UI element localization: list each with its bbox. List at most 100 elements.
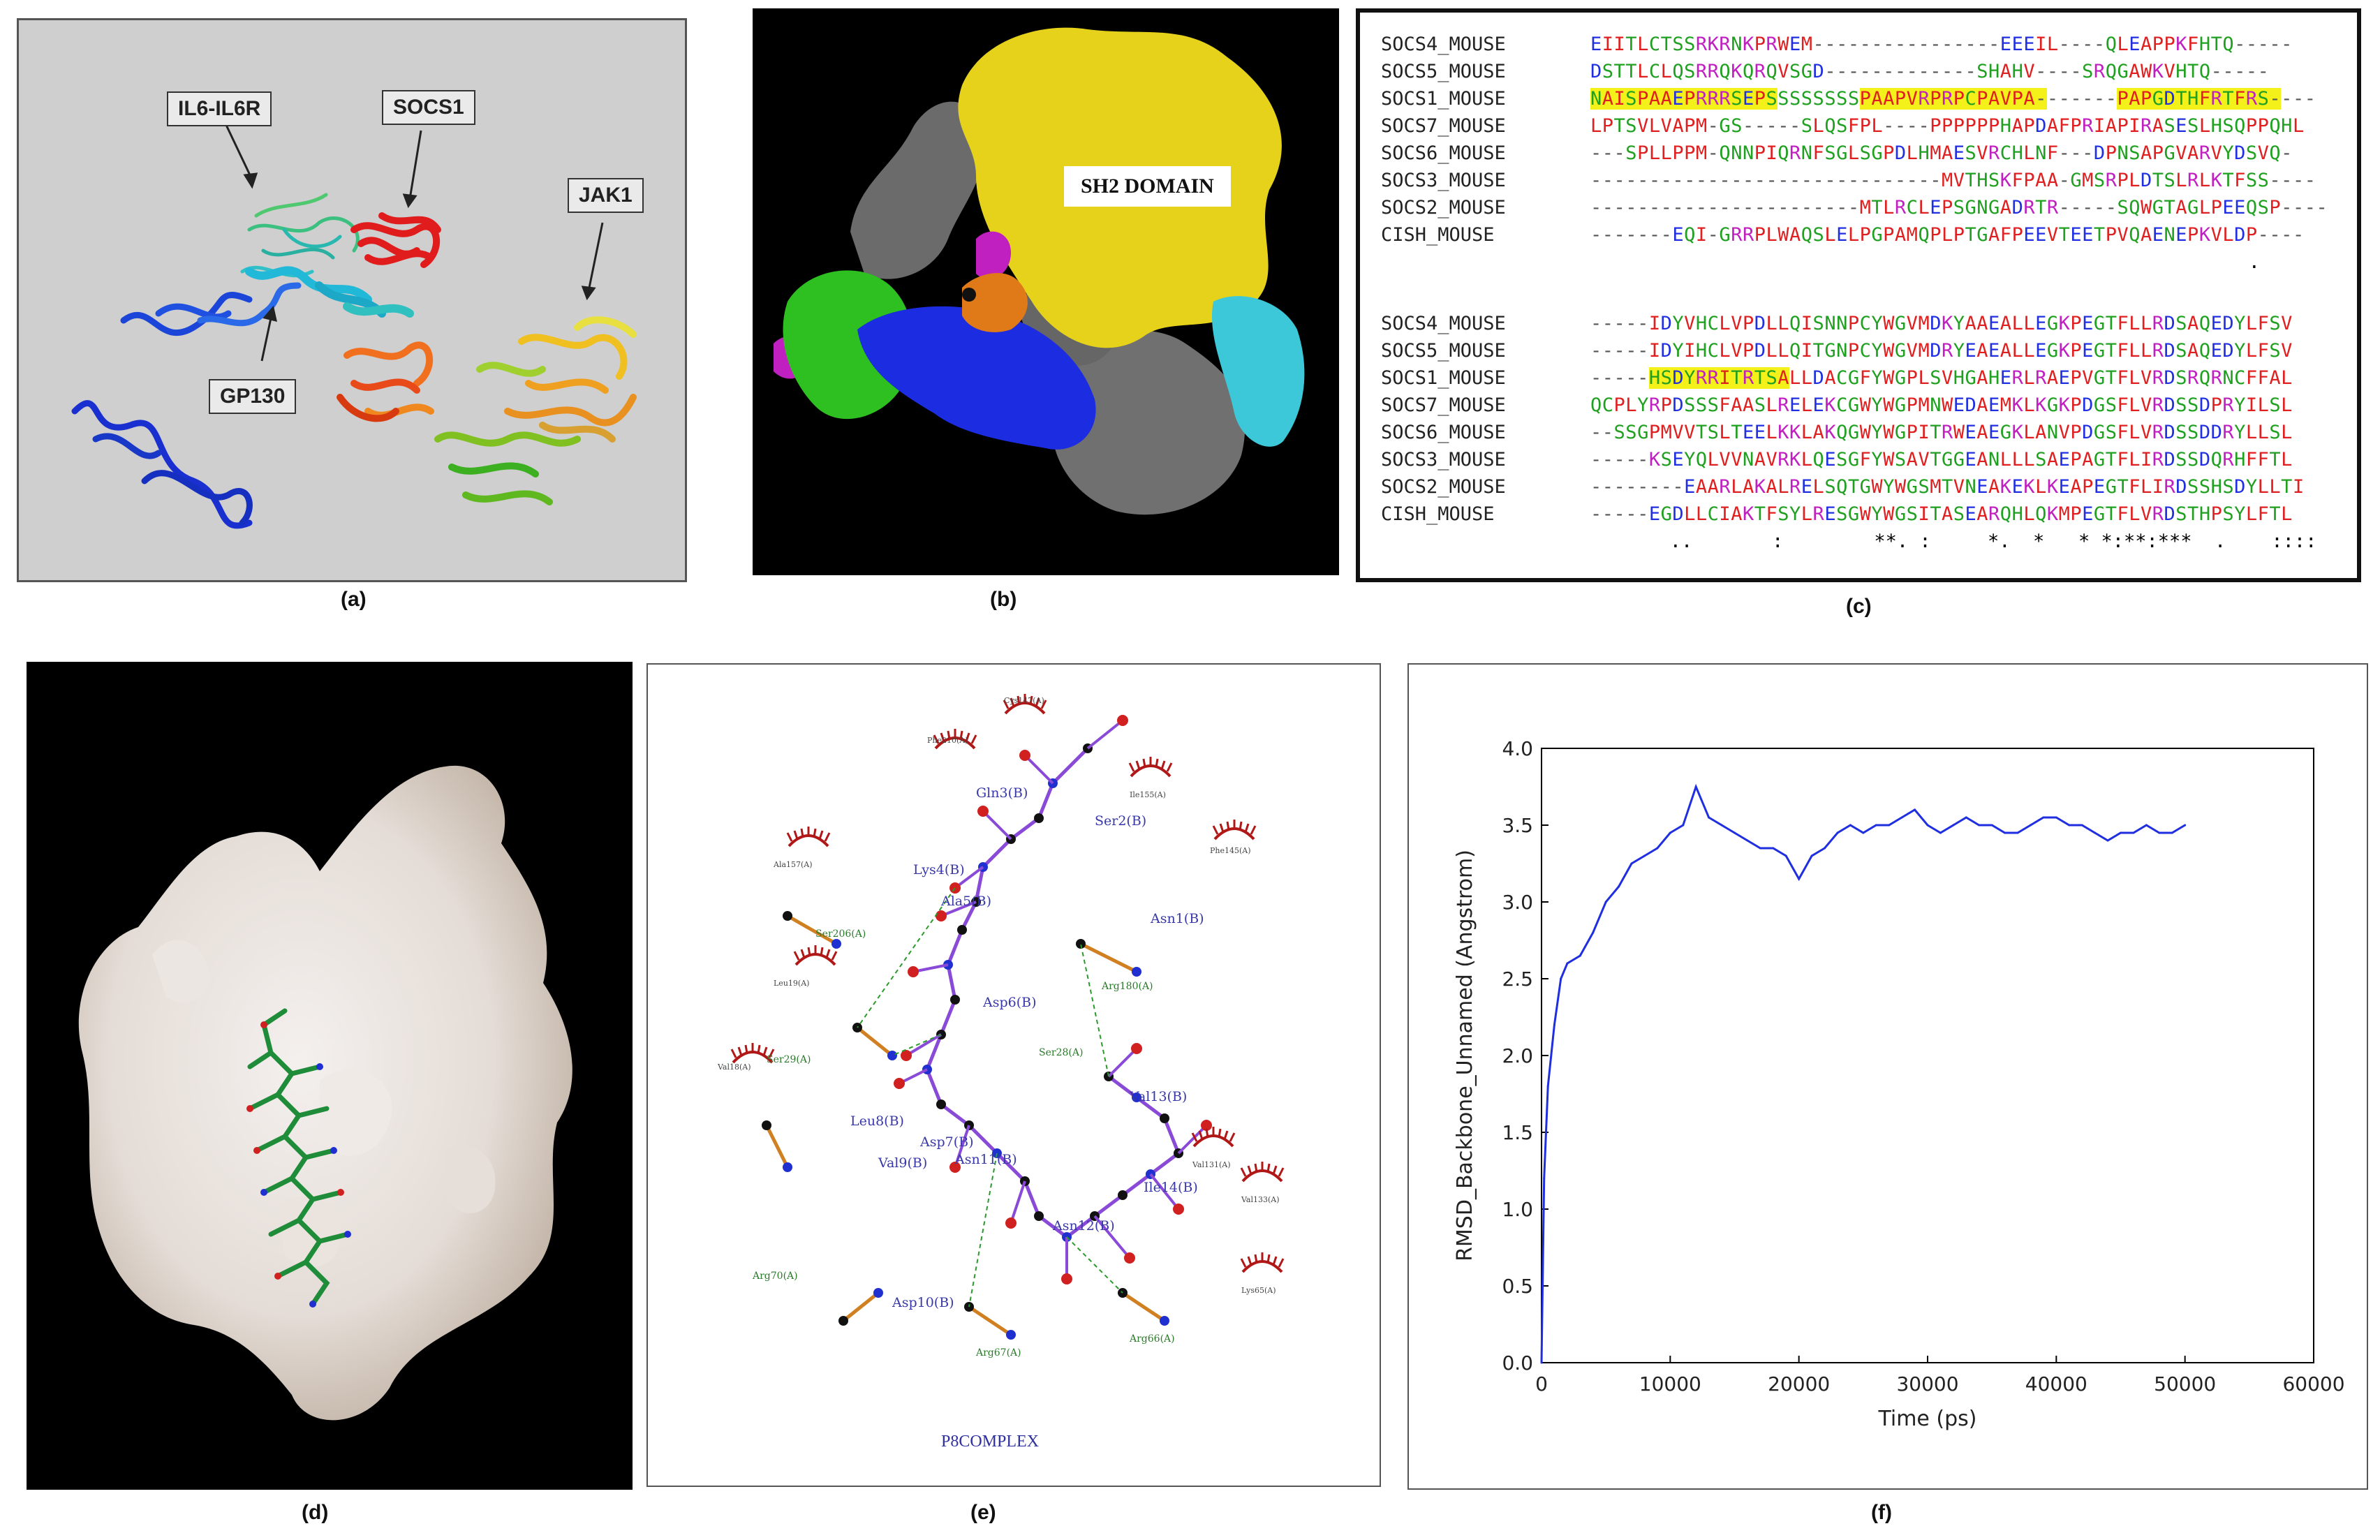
ligand-residue-label: Ala5(B) <box>940 894 991 909</box>
rmsd-data-point <box>1734 831 1736 834</box>
rmsd-data-point <box>1720 824 1723 827</box>
ligand-sidechain <box>940 901 977 917</box>
ligand-residue-label: Lys4(B) <box>913 862 965 878</box>
x-tick-label: 60000 <box>2282 1372 2344 1395</box>
x-axis-label: Time (ps) <box>1877 1407 1976 1431</box>
hydrophobic-residue-label: Ala157(A) <box>773 860 813 869</box>
ligand-residue-label: Asn12(B) <box>1052 1218 1115 1234</box>
ligand-atom <box>1132 1093 1141 1102</box>
ligplot-interaction-diagram: Gln3(B) Ser2(B) Lys4(B) Ala5(B) Asn1(B) Asp6(… <box>717 694 1285 1358</box>
receptor-residue-label: Ser28(A) <box>1039 1047 1083 1058</box>
ligand-atom <box>1160 1113 1169 1123</box>
ligand-backbone <box>925 747 1181 1240</box>
sequence-residues: -----HSDYRRITRTSALLDACGFYWGPLSVHGAHERLRA… <box>1590 367 2293 389</box>
rmsd-data-point <box>1875 824 1877 827</box>
sequence-residues: LPTSVLVAPM-GS-----SLQSFPL----PPPPPPHAPDA… <box>1590 115 2305 137</box>
sequence-residues: QCPLYRPDSSSFAASLRELEKCGWYWGPMNWEDAEMKLKG… <box>1590 394 2293 416</box>
sequence-name: SOCS1_MOUSE <box>1381 88 1506 110</box>
hydrophobic-contact-arc <box>1128 757 1173 778</box>
x-tick-label: 50000 <box>2154 1372 2216 1395</box>
hydrophobic-contact-arc <box>786 827 831 847</box>
rmsd-data-point <box>2016 831 2019 834</box>
rmsd-data-point <box>1888 824 1891 827</box>
receptor-residue-stick <box>764 1124 790 1169</box>
green-surface <box>783 270 913 420</box>
ligand-sidechain <box>912 963 949 973</box>
sequence-residues: ------------------------------MVTHSKFPAA… <box>1590 170 2316 191</box>
ligand-sidechain <box>982 810 1012 841</box>
receptor-atom <box>783 1162 792 1172</box>
receptor-residue-stick <box>1121 1291 1166 1323</box>
il6-il6r-label: IL6-IL6R <box>167 91 272 126</box>
sequence-residues: -----KSEYQLVVNAVRKLQESGFYWSAVTGGEANLLLSA… <box>1590 449 2293 471</box>
receptor-atom <box>1076 939 1086 949</box>
y-tick-label: 3.5 <box>1502 814 1533 837</box>
ligand-sidechain-atom <box>894 1078 905 1089</box>
rmsd-data-point <box>2120 831 2122 834</box>
il6-il6r-ribbon <box>240 193 360 278</box>
rmsd-series-line <box>1540 783 2186 1363</box>
receptor-residue-label: Ser29(A) <box>767 1054 811 1065</box>
rmsd-data-point <box>1939 831 1942 834</box>
ligand-sidechain-atom <box>1173 1204 1184 1215</box>
ligand-residue-label: Val13(B) <box>1129 1089 1187 1104</box>
receptor-residue-stick <box>786 914 838 946</box>
y-tick-label: 4.0 <box>1502 737 1533 760</box>
ligand-sidechain-atom <box>949 1162 961 1173</box>
sequence-name: SOCS3_MOUSE <box>1381 449 1506 471</box>
gp130-label: GP130 <box>209 379 297 414</box>
hydrophobic-residue-label: Leu19(A) <box>774 979 809 988</box>
hydrophobic-contact-arc <box>793 945 838 966</box>
ligand-sidechain <box>1107 1047 1138 1078</box>
rmsd-data-point <box>1546 1085 1549 1088</box>
sequence-name: SOCS7_MOUSE <box>1381 394 1506 416</box>
ligand-atom <box>1034 1211 1044 1221</box>
ligand-atom <box>950 995 960 1005</box>
receptor-residue-label: Ser206(A) <box>815 928 866 940</box>
rmsd-data-point <box>1708 816 1710 819</box>
caption-c: (c) <box>1846 595 1872 618</box>
rmsd-data-point <box>1643 854 1646 857</box>
conservation-line: . <box>1590 251 2261 273</box>
sequence-name: SOCS6_MOUSE <box>1381 142 1506 164</box>
panel-b: SH2 DOMAIN <box>753 8 1339 575</box>
hydrophobic-residue-label: Val131(A) <box>1192 1160 1231 1169</box>
receptor-atom <box>1006 1330 1016 1340</box>
receptor-atom <box>762 1120 771 1130</box>
hydrogen-bond <box>1066 1236 1123 1294</box>
hydrophobic-contact-arc <box>1240 1252 1285 1273</box>
x-tick-label: 20000 <box>1768 1372 1830 1395</box>
hydrophobic-residue-label: Val18(A) <box>717 1063 751 1072</box>
rmsd-chart: 0 10000 20000 30000 40000 50000 60000 0.0 0.5 1.0… <box>1453 737 2345 1431</box>
ligand-sidechain-atom <box>1061 1273 1072 1284</box>
jak1-ribbon <box>434 316 637 505</box>
y-tick-label: 0.5 <box>1502 1275 1533 1298</box>
rmsd-data-point <box>2106 839 2109 842</box>
ligand-sidechain <box>1086 719 1124 750</box>
sequence-name: SOCS5_MOUSE <box>1381 340 1506 362</box>
panel-c: SOCS4_MOUSE EIITLCTSSRKRNKPRWEM----------… <box>1356 8 2361 582</box>
ligand-sidechain-atom <box>1019 750 1030 761</box>
sequence-name: CISH_MOUSE <box>1381 503 1495 525</box>
ligand-sidechain <box>1177 1124 1208 1155</box>
sequence-name: SOCS2_MOUSE <box>1381 476 1506 498</box>
sequence-alignment: SOCS4_MOUSE EIITLCTSSRKRNKPRWEM----------… <box>1360 13 2357 578</box>
ligand-residue-label: Ser2(B) <box>1095 813 1146 829</box>
sequence-residues: -----------------------MTLRCLEPSGNGADRTR… <box>1590 197 2328 219</box>
sh2-domain-label: SH2 DOMAIN <box>1064 166 1231 207</box>
sequence-residues: ---SPLLPPM-QNNPIQRNFSGLSGPDLHMAESVRCHLNF… <box>1590 142 2293 164</box>
hydrophobic-contact-arc <box>1191 1127 1236 1148</box>
orange-surface <box>962 273 1028 332</box>
sequence-name: CISH_MOUSE <box>1381 224 1495 246</box>
peptide-atoms <box>246 1021 351 1308</box>
rmsd-data-point <box>1824 847 1826 850</box>
jak1-label: JAK1 <box>568 178 644 213</box>
rmsd-data-point <box>1669 831 1671 834</box>
hydrogen-bond <box>1080 943 1109 1077</box>
sequence-residues: EIITLCTSSRKRNKPRWEM----------------EEEIL… <box>1590 34 2293 55</box>
sequence-residues: DSTTLCLQSRRQKQRQVSGD-------------SHAHV--… <box>1590 61 2270 82</box>
y-tick-label: 3.0 <box>1502 891 1533 914</box>
hydrophobic-residue-label: Val133(A) <box>1241 1195 1280 1204</box>
hydrogen-bond <box>968 1153 998 1308</box>
rmsd-data-point <box>1914 808 1916 811</box>
